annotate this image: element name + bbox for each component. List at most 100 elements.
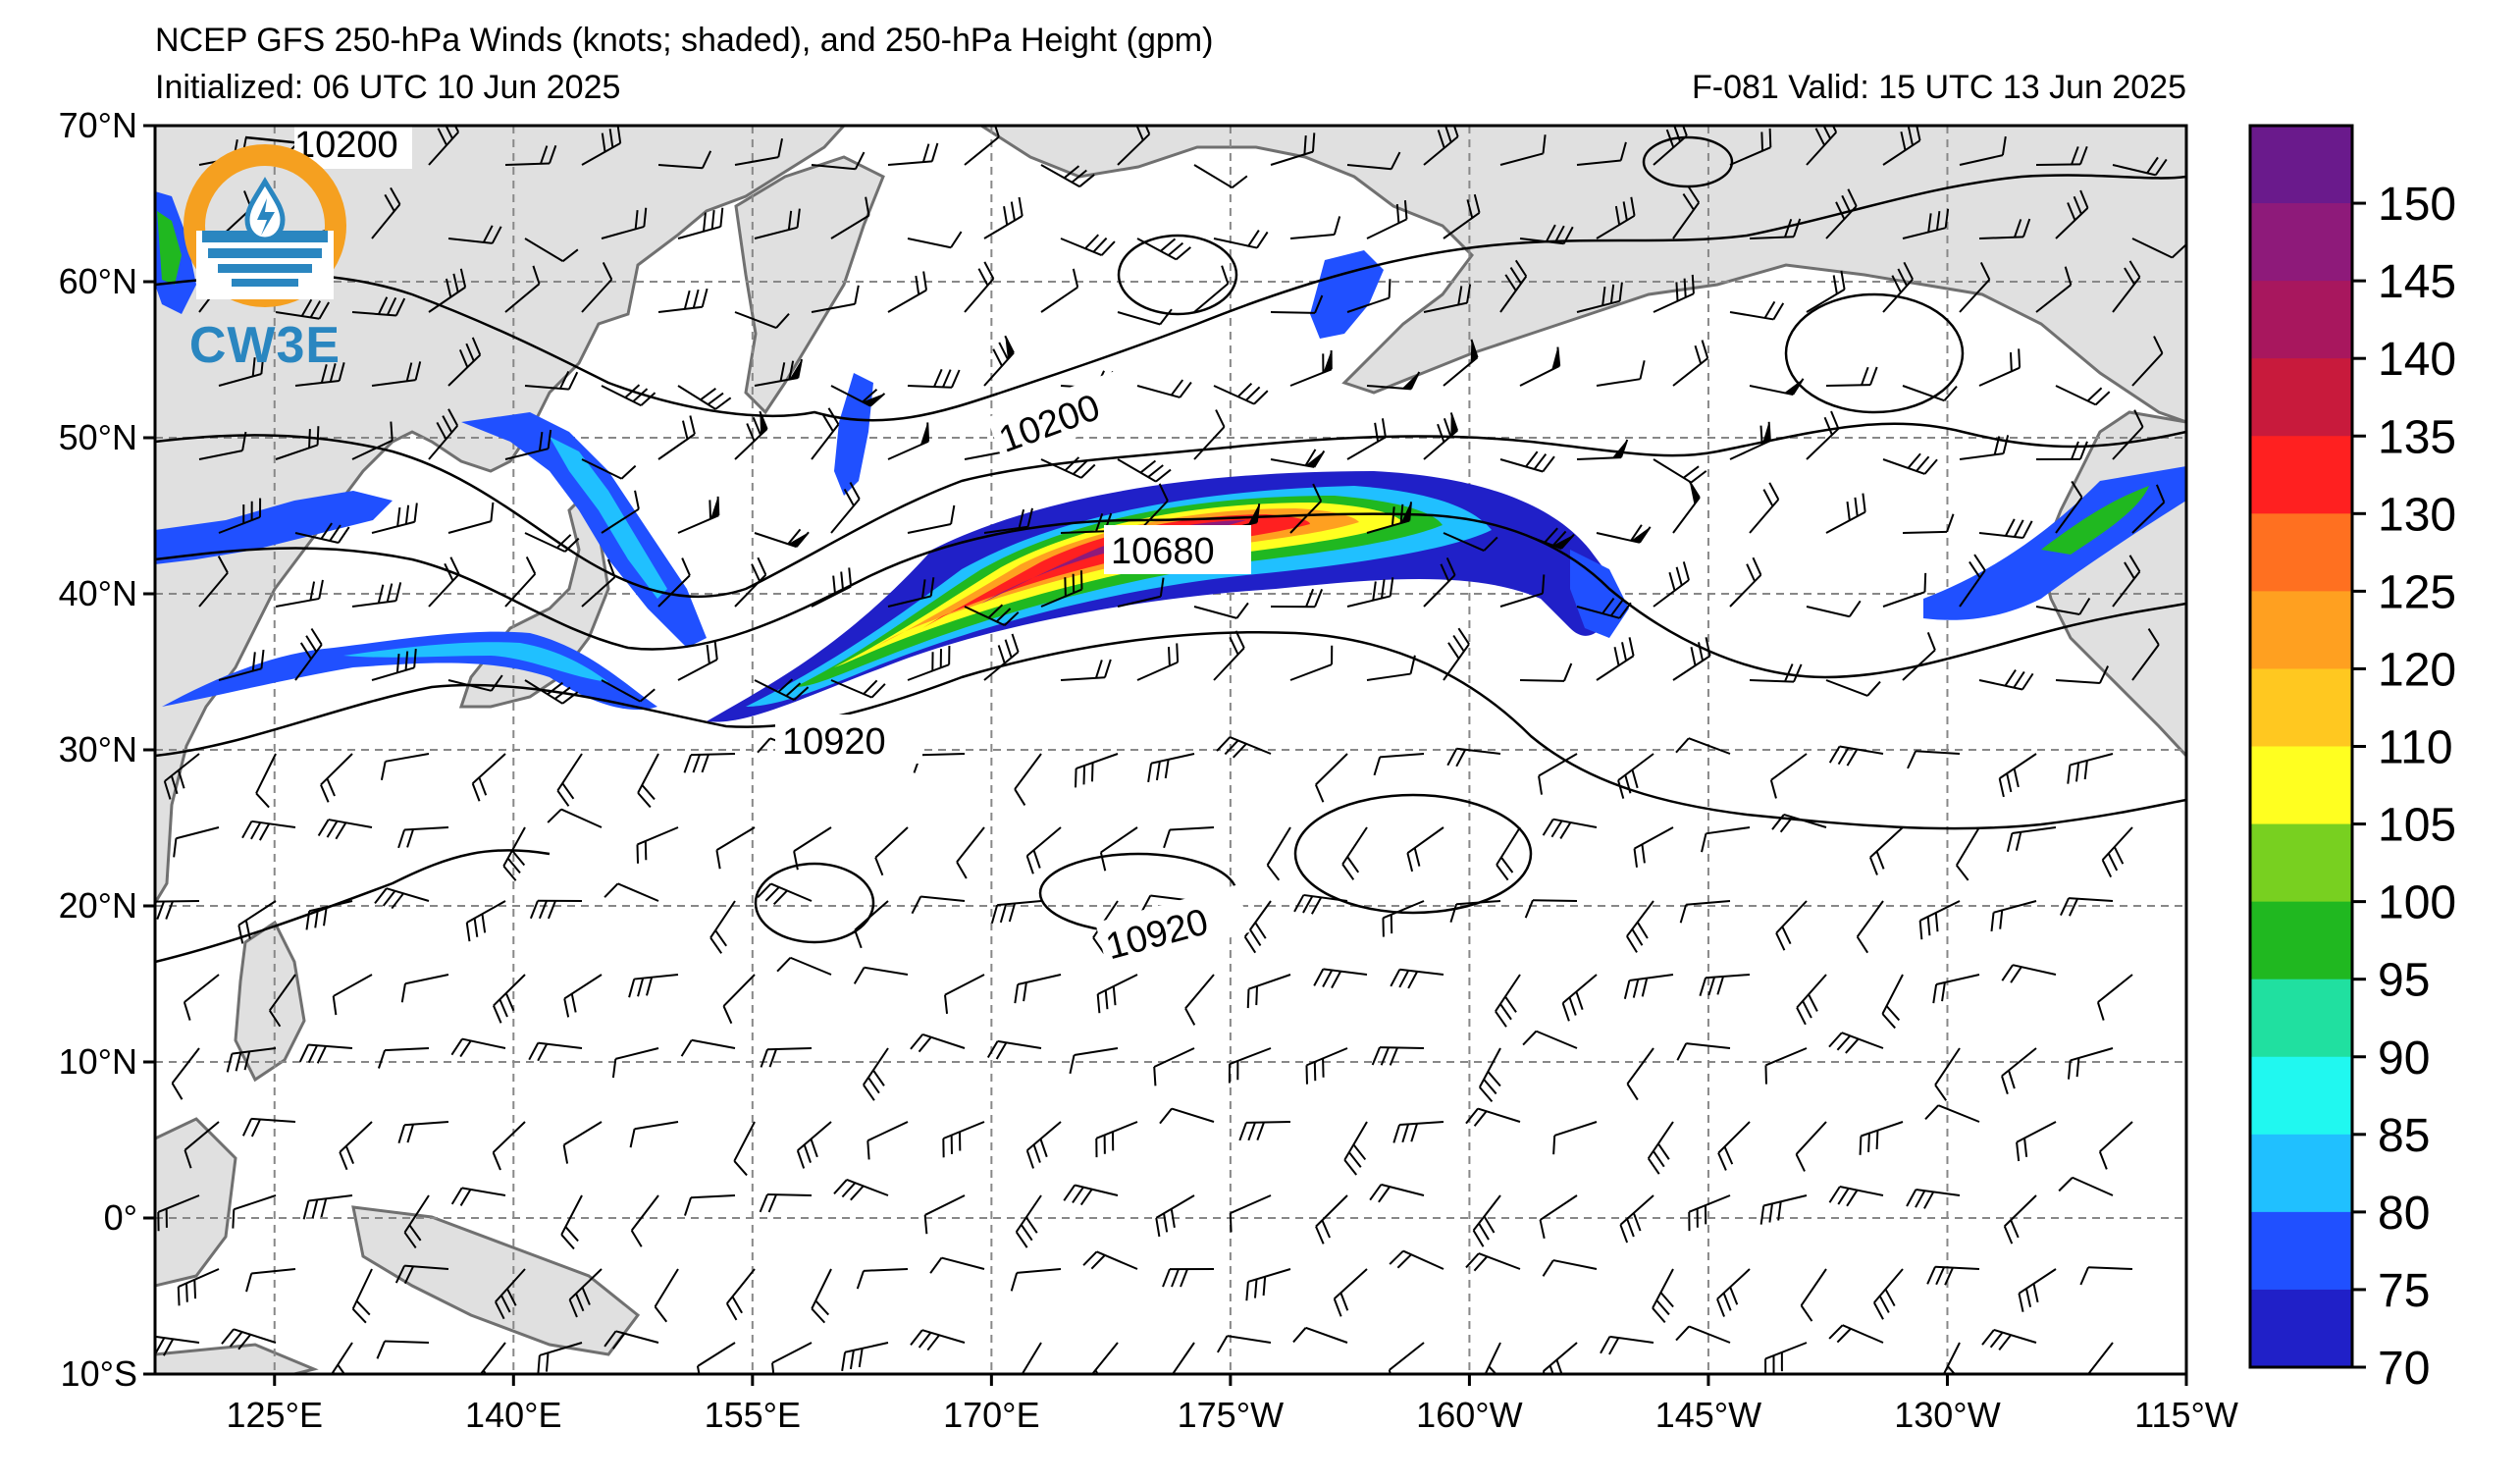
- wind-barb: [1060, 659, 1112, 681]
- wind-barb: [1159, 1107, 1215, 1125]
- wind-barb: [529, 899, 583, 920]
- wind-barb: [754, 678, 810, 702]
- wind-barb: [1902, 513, 1955, 534]
- wind-barb: [184, 1121, 220, 1169]
- wind-barb: [2055, 665, 2110, 685]
- land-kamchatka: [734, 155, 885, 415]
- wind-barb: [677, 207, 724, 239]
- wind-barb: [1443, 193, 1481, 239]
- wind-barb: [2016, 1121, 2057, 1162]
- lat-label: 20°N: [59, 885, 137, 926]
- wind-barb: [1828, 1324, 1884, 1344]
- contour-10200-a: [155, 174, 2186, 422]
- wind-barb: [1472, 1194, 1501, 1247]
- wind-barb: [450, 1187, 506, 1206]
- wind-barb: [1596, 524, 1652, 544]
- contour-high-west: [754, 862, 875, 944]
- wind-barb: [1542, 818, 1598, 839]
- wind-barb: [1069, 1047, 1119, 1075]
- wind-barb: [237, 900, 277, 944]
- lat-label: 10°S: [61, 1353, 137, 1394]
- wind-barb: [1270, 132, 1316, 166]
- wind-barb: [1423, 412, 1459, 460]
- wind-barb: [1717, 1121, 1751, 1171]
- cw3e-logo-icon: [184, 144, 346, 307]
- wind-barb: [1423, 126, 1459, 166]
- wind-barb: [2131, 336, 2164, 387]
- wind-barb: [734, 137, 784, 166]
- wind-barb: [371, 648, 417, 681]
- wind-barb: [173, 826, 220, 858]
- colorbar-label: 140: [2378, 334, 2456, 386]
- wind-barb: [1346, 151, 1401, 171]
- wind-barb: [1806, 270, 1846, 313]
- wind-barb: [504, 144, 557, 166]
- wind-barb: [657, 557, 691, 608]
- map-title: NCEP GFS 250-hPa Winds (knots; shaded), …: [155, 22, 1214, 59]
- wind-barb: [964, 604, 1020, 627]
- wind-barb: [1136, 643, 1180, 681]
- wind-barb: [636, 826, 679, 864]
- wind-barb: [1389, 1249, 1444, 1270]
- lon-label: 175°W: [1178, 1395, 1284, 1435]
- wind-barb: [1978, 348, 2021, 387]
- wind-barb: [1764, 1047, 1808, 1085]
- wind-barb: [2079, 1266, 2133, 1286]
- wind-barb: [990, 900, 1042, 924]
- wind-barb: [1795, 1121, 1827, 1172]
- wind-barb: [611, 1047, 659, 1079]
- wind-barb: [1978, 518, 2033, 539]
- lat-label: 10°N: [59, 1041, 137, 1082]
- wind-barb: [2035, 598, 2091, 615]
- land-masses: [155, 126, 2186, 1374]
- wind-barb: [2098, 1121, 2133, 1170]
- wind-barb: [811, 151, 866, 171]
- wind-barb: [2131, 627, 2160, 681]
- wind-barb: [1238, 1121, 1291, 1141]
- colorbar-label: 110: [2378, 722, 2453, 774]
- wind-barb: [397, 1121, 449, 1143]
- wind-barb: [811, 567, 853, 608]
- contour-low-bering: [1642, 135, 1734, 188]
- wind-barb: [1576, 141, 1627, 166]
- wind-barb: [1117, 577, 1165, 608]
- lat-label: 30°N: [59, 729, 137, 769]
- wind-barb: [1902, 208, 1950, 239]
- wind-barb: [1289, 483, 1323, 534]
- wind-barb: [1542, 1259, 1598, 1277]
- wind-barb: [232, 1194, 277, 1229]
- wind-barb: [221, 1328, 277, 1351]
- wind-barb: [830, 482, 861, 534]
- wind-barb: [1688, 1194, 1731, 1232]
- wind-barb: [1292, 1326, 1348, 1344]
- wind-barb: [2035, 145, 2088, 166]
- wind-barb: [677, 496, 720, 534]
- wind-barb: [1519, 346, 1561, 387]
- wind-barb: [1289, 216, 1341, 239]
- colorbar-label: 145: [2378, 256, 2456, 308]
- wind-barb: [447, 225, 502, 244]
- wind-barb: [1193, 409, 1226, 460]
- wind-barb: [1626, 900, 1654, 953]
- contour-10680: [155, 512, 2186, 679]
- wind-barb: [793, 826, 832, 871]
- wind-barb: [332, 974, 373, 1016]
- wind-barb: [155, 1335, 200, 1356]
- land-borneo: [155, 1117, 237, 1288]
- wind-barb: [1759, 1194, 1808, 1225]
- wind-barb: [218, 498, 262, 534]
- wind-barb: [157, 1194, 200, 1232]
- wind-barb: [1343, 1121, 1368, 1176]
- wind-barb: [1289, 349, 1333, 387]
- wind-barb: [1117, 458, 1172, 483]
- wind-barb: [2058, 1176, 2114, 1196]
- colorbar-segment: [2250, 901, 2352, 980]
- wind-barb: [1542, 1342, 1578, 1374]
- wind-barb: [1868, 826, 1904, 875]
- wind-barb: [1446, 747, 1501, 768]
- colorbar-label: 80: [2378, 1188, 2430, 1240]
- wind-barb: [371, 503, 418, 534]
- wind-barb: [1060, 234, 1116, 256]
- lon-label: 155°E: [705, 1395, 801, 1435]
- wind-barb: [1538, 753, 1578, 795]
